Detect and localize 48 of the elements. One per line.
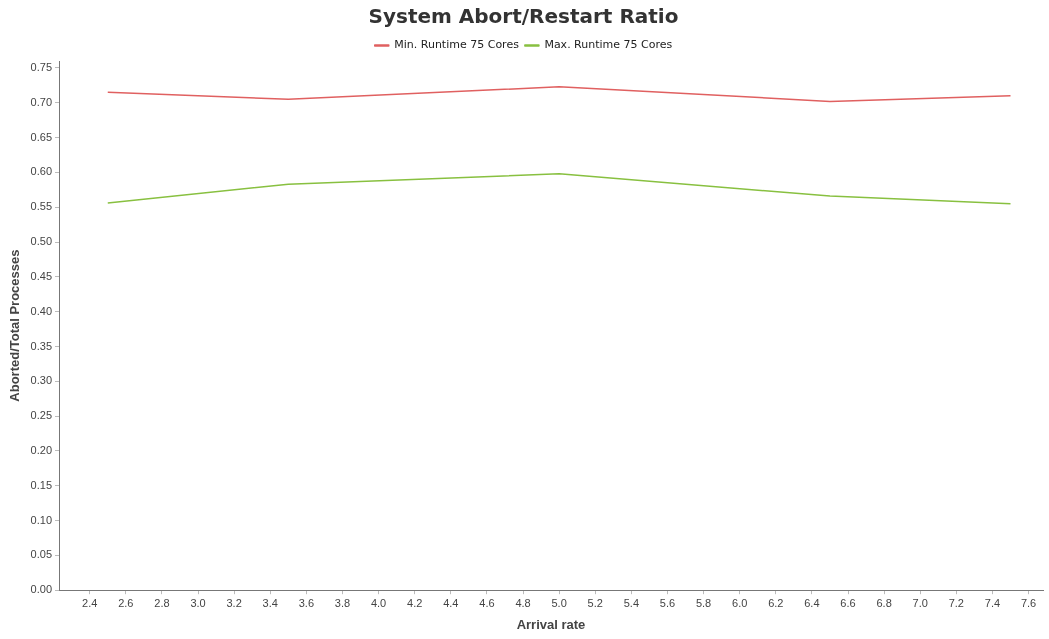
x-tick-label: 5.2	[587, 596, 603, 609]
x-tick-label: 5.6	[659, 596, 676, 609]
x-tick-label: 6.4	[804, 596, 820, 609]
y-tick-label: 0.75	[30, 60, 53, 73]
x-tick-label: 2.8	[154, 596, 170, 609]
y-tick-label: 0.50	[30, 235, 53, 248]
x-tick-label: 4.6	[479, 596, 495, 609]
x-tick-label: 6.6	[840, 596, 856, 609]
y-tick-label: 0.30	[30, 374, 53, 387]
x-tick-label: 4.2	[407, 596, 423, 609]
y-tick-label: 0.20	[30, 443, 53, 456]
x-tick-label: 3.0	[190, 596, 206, 609]
y-tick-label: 0.05	[30, 548, 53, 561]
x-tick-label: 7.6	[1020, 596, 1037, 609]
chart-title: System Abort/Restart Ratio	[368, 4, 679, 29]
x-tick-label: 3.8	[334, 596, 351, 609]
x-tick-label: 4.8	[515, 596, 531, 609]
y-tick-label: 0.60	[30, 165, 53, 178]
y-axis-title: Aborted/Total Processes	[7, 249, 23, 402]
x-tick-label: 5.0	[551, 596, 567, 609]
x-tick-label: 2.6	[118, 596, 134, 609]
x-tick-label: 4.0	[370, 596, 387, 609]
x-tick-label: 7.4	[984, 596, 1001, 609]
y-tick-label: 0.55	[30, 200, 53, 213]
y-tick-label: 0.65	[30, 130, 53, 143]
x-tick-label: 6.2	[768, 596, 784, 609]
y-tick-label: 0.10	[30, 513, 53, 526]
y-tick-label: 0.00	[30, 583, 53, 596]
x-tick-label: 7.0	[912, 596, 928, 609]
x-tick-label: 5.8	[695, 596, 712, 609]
x-tick-label: 3.2	[226, 596, 242, 609]
y-tick-label: 0.15	[30, 478, 53, 491]
y-tick-label: 0.45	[30, 269, 53, 282]
x-tick-label: 6.0	[732, 596, 748, 609]
x-tick-label: 4.4	[443, 596, 459, 609]
legend-label: Min. Runtime 75 Cores	[394, 38, 520, 52]
x-tick-label: 3.4	[262, 596, 278, 609]
x-axis-title: Arrival rate	[516, 616, 586, 632]
x-tick-label: 3.6	[298, 596, 315, 609]
x-tick-label: 2.4	[82, 596, 98, 609]
x-tick-label: 5.4	[623, 596, 639, 609]
y-tick-label: 0.25	[30, 409, 53, 422]
y-tick-label: 0.35	[30, 339, 53, 352]
legend-label: Max. Runtime 75 Cores	[544, 38, 673, 52]
x-tick-label: 7.2	[948, 596, 964, 609]
y-tick-label: 0.40	[30, 304, 53, 317]
x-tick-label: 6.8	[876, 596, 892, 609]
y-tick-label: 0.70	[30, 95, 53, 108]
